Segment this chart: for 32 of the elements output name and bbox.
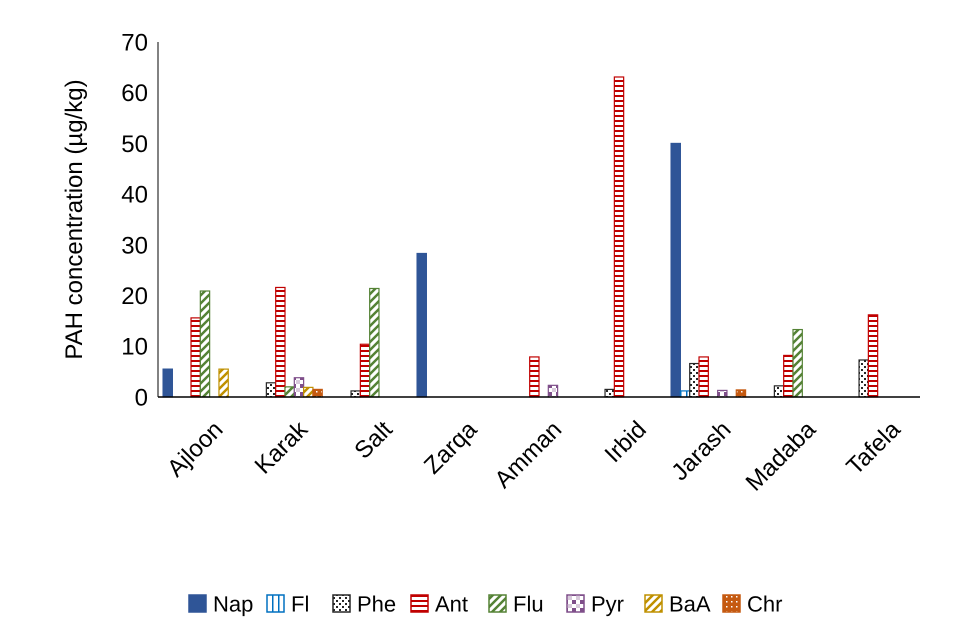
y-tick-label: 70 (121, 29, 148, 56)
bar (548, 384, 558, 398)
legend-label: Flu (513, 592, 544, 617)
x-tick-label: Salt (349, 416, 398, 464)
y-tick-label: 30 (121, 232, 148, 260)
y-tick-label: 0 (134, 384, 148, 412)
bar (698, 356, 709, 398)
legend-label: Ant (435, 592, 468, 617)
bar (162, 368, 173, 398)
bar (200, 290, 210, 398)
bar (529, 356, 540, 398)
legend-label: Phe (357, 592, 396, 617)
bar (792, 328, 803, 398)
legend-label: Fl (291, 592, 310, 617)
y-tick-label: 40 (121, 182, 148, 209)
y-axis-title: PAH concentration (µg/kg) (61, 79, 88, 360)
y-tick-label: 60 (121, 80, 148, 108)
legend-label: Pyr (591, 592, 624, 617)
bar (670, 142, 681, 398)
bar (614, 76, 624, 398)
y-tick-label: 20 (121, 282, 148, 310)
legend-label: Nap (213, 592, 254, 617)
bar (275, 286, 286, 398)
bar (369, 288, 380, 398)
y-tick-label: 50 (121, 130, 148, 158)
bar (868, 314, 878, 398)
bar (416, 252, 427, 398)
legend-label: BaA (669, 592, 711, 617)
bar (218, 368, 229, 398)
bar (294, 377, 304, 398)
y-tick-label: 10 (121, 334, 148, 361)
legend-label: Chr (747, 592, 782, 617)
